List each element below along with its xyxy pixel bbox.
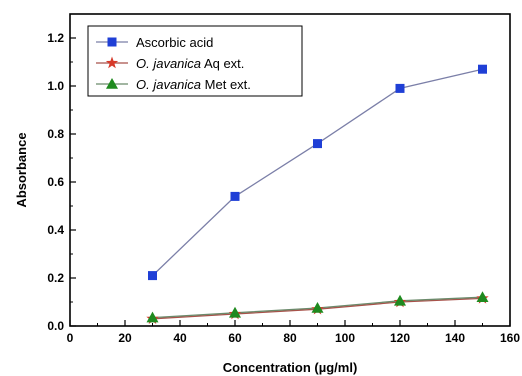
legend-marker [106, 78, 118, 89]
axis-ticks: 0 20 40 60 80 100 120 140 160 0.0 0.2 0.4 0.6 0.8 1.0 1… [47, 13, 520, 345]
data-point [313, 139, 322, 149]
data-point [148, 271, 157, 281]
x-tick-label: 40 [173, 331, 187, 345]
data-point [478, 64, 487, 74]
legend-label-part: Ascorbic acid [136, 35, 213, 50]
x-axis-title: Concentration (µg/ml) [223, 360, 358, 375]
legend-label: Ascorbic acid [136, 35, 213, 50]
y-tick-label: 0.0 [47, 319, 64, 333]
data-point [230, 191, 240, 201]
y-tick-label: 0.6 [47, 175, 64, 189]
data-point [146, 311, 159, 323]
y-axis-title: Absorbance [14, 132, 29, 207]
data-point [229, 306, 241, 318]
x-tick-label: 20 [118, 331, 132, 345]
x-tick-label: 160 [500, 331, 520, 345]
x-tick-label: 60 [228, 331, 242, 345]
y-tick-label: 0.8 [47, 127, 64, 141]
data-point [311, 302, 324, 313]
legend-marker [105, 56, 119, 69]
x-tick-label: 100 [335, 331, 355, 345]
y-tick-label: 0.4 [47, 223, 64, 237]
legend-label-part: Aq ext. [201, 56, 244, 71]
x-tick-label: 140 [445, 331, 465, 345]
data-point [476, 291, 489, 302]
legend-label-part: O. javanica [136, 77, 201, 92]
series-line-1 [152, 68, 483, 277]
legend-label-part: Met ext. [201, 77, 251, 92]
legend-label: O. javanica Met ext. [136, 77, 251, 92]
legend-label-part: O. javanica [136, 56, 201, 71]
x-tick-label: 0 [67, 331, 74, 345]
y-tick-label: 1.2 [47, 31, 64, 45]
data-point [394, 294, 406, 306]
y-tick-label: 1.0 [47, 79, 64, 93]
y-tick-label: 0.2 [47, 271, 64, 285]
x-tick-label: 80 [283, 331, 297, 345]
data-point [395, 83, 405, 93]
x-tick-label: 120 [390, 331, 410, 345]
legend-marker [107, 37, 117, 47]
legend-label: O. javanica Aq ext. [136, 56, 244, 71]
series-layer [146, 64, 489, 325]
